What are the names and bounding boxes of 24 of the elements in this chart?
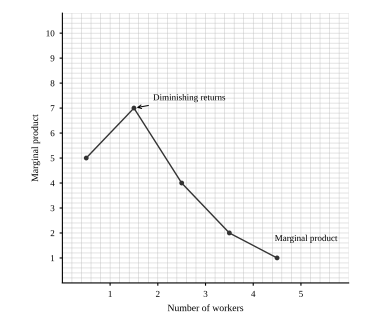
point xyxy=(226,230,232,236)
x-tick-label: 2 xyxy=(156,290,160,297)
annotation: Diminishing returns xyxy=(153,94,226,102)
x-tick-label: 4 xyxy=(251,290,256,297)
x-tick-label: 3 xyxy=(204,290,208,297)
y-tick-label: 10 xyxy=(46,30,54,36)
y-tick-label: 4 xyxy=(50,180,55,186)
point xyxy=(132,106,136,111)
point xyxy=(179,180,184,186)
y-tick-label: 9 xyxy=(50,55,54,62)
y-tick-label: 5 xyxy=(50,155,54,162)
y-tick-label: 6 xyxy=(50,130,54,136)
y-tick-label: 8 xyxy=(50,80,54,86)
x-tick-label: 5 xyxy=(299,290,303,297)
point xyxy=(84,156,89,160)
y-tick-label: 3 xyxy=(50,205,54,212)
x-tick-label: 1 xyxy=(108,290,112,297)
y-tick-label: 2 xyxy=(50,230,54,236)
y-tick-label: 7 xyxy=(50,105,54,112)
x-axis-title: Number of workers xyxy=(168,304,244,312)
y-tick-label: 1 xyxy=(51,255,54,262)
series-label: Marginal product xyxy=(274,234,338,243)
y-axis-title: Marginal product xyxy=(31,114,40,182)
point xyxy=(274,256,280,260)
